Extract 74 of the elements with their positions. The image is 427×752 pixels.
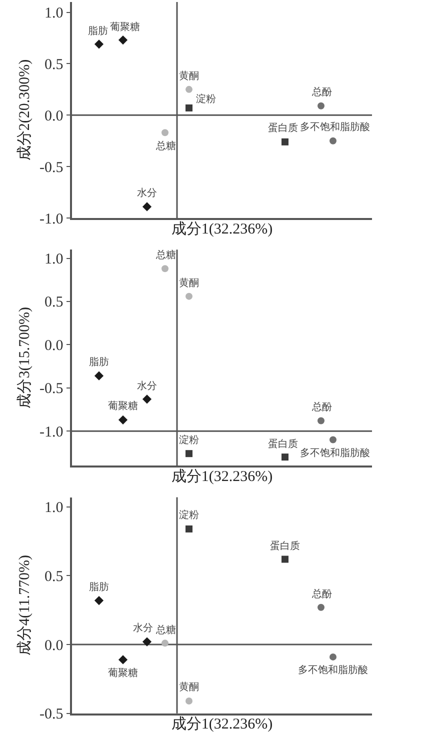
y-tick-label: 1.0 xyxy=(44,6,64,22)
x-axis-title: 成分1(32.236%) xyxy=(171,220,273,238)
series-label: 蛋白质 xyxy=(268,438,298,450)
series-label: 葡聚糖 xyxy=(110,21,140,33)
y-axis-title: 成分4(11.770%) xyxy=(16,554,34,656)
point xyxy=(330,137,336,144)
y-tick-label: 1.0 xyxy=(44,252,64,268)
point xyxy=(162,129,168,136)
point xyxy=(186,292,192,300)
point xyxy=(118,655,128,664)
point xyxy=(282,138,288,146)
point xyxy=(162,640,168,647)
point xyxy=(186,525,192,532)
series-label: 脂肪 xyxy=(89,356,109,368)
point xyxy=(142,394,152,404)
y-tick-label: -1.0 xyxy=(40,424,64,440)
series-label: 总酚 xyxy=(311,86,332,98)
y-tick-label: 0.5 xyxy=(44,569,64,585)
point xyxy=(142,202,152,212)
point xyxy=(330,653,336,660)
point xyxy=(330,436,336,444)
series-label: 黄酮 xyxy=(179,277,199,289)
point xyxy=(282,556,288,563)
series-label: 总糖 xyxy=(155,624,176,636)
series-label: 总酚 xyxy=(311,401,332,413)
point xyxy=(162,265,168,272)
series-label: 水分 xyxy=(133,622,153,634)
series-label: 淀粉 xyxy=(196,93,216,105)
x-axis-title: 成分1(32.236%) xyxy=(171,716,273,733)
series-label: 蛋白质 xyxy=(268,122,298,134)
point xyxy=(318,102,324,110)
point xyxy=(186,86,192,93)
series-label: 水分 xyxy=(137,187,157,199)
x-axis-title: 成分1(32.236%) xyxy=(171,468,273,485)
point xyxy=(282,454,288,461)
y-tick-label: 1.0 xyxy=(44,500,64,516)
series-label: 蛋白质 xyxy=(270,540,300,552)
series-label: 淀粉 xyxy=(179,434,199,446)
y-tick-label: 0.0 xyxy=(44,338,64,354)
series-label: 总酚 xyxy=(311,588,332,600)
y-tick-label: -0.5 xyxy=(40,381,64,398)
point xyxy=(318,604,324,611)
point xyxy=(186,104,192,112)
y-tick-label: -0.5 xyxy=(40,160,64,176)
y-tick-label: 0.5 xyxy=(44,294,64,311)
series-label: 黄酮 xyxy=(179,70,199,82)
series-label: 脂肪 xyxy=(88,25,108,37)
point xyxy=(94,371,104,380)
series-label: 黄酮 xyxy=(179,681,199,693)
point xyxy=(318,417,324,424)
series-label: 总糖 xyxy=(155,249,176,261)
point xyxy=(142,637,152,646)
y-axis-title: 成分2(20.300%) xyxy=(16,59,34,161)
point xyxy=(94,40,104,49)
series-label: 葡聚糖 xyxy=(108,400,138,412)
series-label: 脂肪 xyxy=(89,581,109,593)
y-tick-label: -0.5 xyxy=(40,706,64,723)
point xyxy=(94,596,104,606)
y-tick-label: -1.0 xyxy=(40,211,64,228)
y-tick-label: 0.0 xyxy=(44,638,64,654)
y-tick-label: 0.5 xyxy=(44,56,64,73)
series-label: 多不饱和脂肪酸 xyxy=(300,121,370,133)
point xyxy=(186,450,192,458)
series-label: 水分 xyxy=(137,380,157,392)
series-label: 总糖 xyxy=(155,140,176,152)
point xyxy=(118,415,128,424)
series-label: 多不饱和脂肪酸 xyxy=(298,664,368,676)
point xyxy=(186,697,192,704)
point xyxy=(118,35,128,45)
series-label: 葡聚糖 xyxy=(108,667,138,679)
y-tick-label: 0.0 xyxy=(44,108,64,124)
y-axis-title: 成分3(15.700%) xyxy=(16,307,34,408)
series-label: 淀粉 xyxy=(179,509,199,521)
series-label: 多不饱和脂肪酸 xyxy=(300,447,370,459)
